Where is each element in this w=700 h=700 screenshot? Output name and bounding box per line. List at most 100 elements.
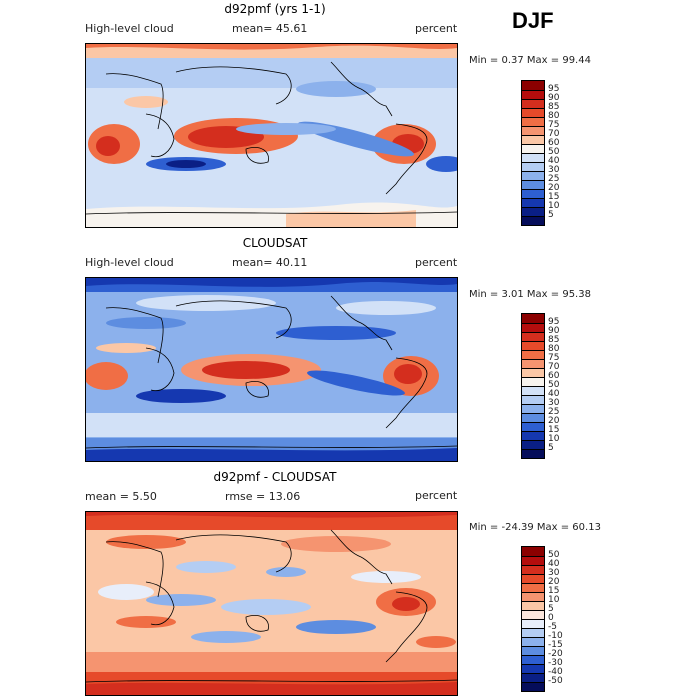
panel-1-colorbar (521, 80, 545, 226)
panel-2-range: Min = 3.01 Max = 95.38 (469, 289, 591, 300)
panel-3-colorbar-bin (522, 619, 544, 628)
panel-3-colorbar-bin (522, 682, 544, 691)
panel-2-colorbar-label: 20 (548, 416, 560, 426)
panel-3-colorbar-label: 10 (548, 595, 560, 605)
panel-2-colorbar-bin (522, 368, 544, 377)
panel-1-colorbar-bin (522, 180, 544, 189)
panel-1-colorbar-label: 30 (548, 165, 560, 175)
panel-3-colorbar-label: 0 (548, 613, 554, 623)
panel-1-colorbar-bin (522, 216, 544, 225)
panel-1-colorbar-bin (522, 126, 544, 135)
panel-1-colorbar-label: 75 (548, 120, 560, 130)
panel-1-colorbar-bin (522, 207, 544, 216)
panel-3-colorbar-label: 20 (548, 577, 560, 587)
panel-2-colorbar-bin (522, 395, 544, 404)
panel-3-colorbar-bin (522, 646, 544, 655)
panel-2-colorbar-bin (522, 431, 544, 440)
panel-1-colorbar-label: 95 (548, 84, 560, 94)
panel-2-colorbar-label: 95 (548, 317, 560, 327)
panel-2-colorbar-bin (522, 359, 544, 368)
panel-2-colorbar-label: 80 (548, 344, 560, 354)
season-label: DJF (512, 8, 554, 33)
panel-3-title: d92pmf - CLOUDSAT (213, 470, 337, 484)
panel-2-colorbar-bin (522, 377, 544, 386)
panel-2-colorbar-bin (522, 314, 544, 323)
panel-2-colorbar-label: 30 (548, 398, 560, 408)
panel-2-colorbar-bin (522, 341, 544, 350)
panel-3-colorbar (521, 546, 545, 692)
panel-1-title: d92pmf (yrs 1-1) (224, 2, 326, 16)
panel-3-colorbar-label: -50 (548, 676, 563, 686)
panel-3-colorbar-label: 5 (548, 604, 554, 614)
panel-2-colorbar-label: 5 (548, 443, 554, 453)
panel-1-colorbar-label: 10 (548, 201, 560, 211)
panel-2-title: CLOUDSAT (242, 236, 308, 250)
panel-2-colorbar-bin (522, 386, 544, 395)
panel-1-colorbar-label: 5 (548, 210, 554, 220)
panel-3-map (85, 511, 458, 696)
panel-2-map (85, 277, 458, 462)
panel-2-colorbar-bin (522, 449, 544, 458)
panel-3-colorbar-bin (522, 628, 544, 637)
panel-2-colorbar-label: 40 (548, 389, 560, 399)
panel-3-units: percent (415, 489, 458, 502)
panel-2-colorbar-label: 90 (548, 326, 560, 336)
panel-2-colorbar-bin (522, 422, 544, 431)
panel-1-colorbar-label: 50 (548, 147, 560, 157)
panel-3-colorbar-bin (522, 592, 544, 601)
panel-1-colorbar-label: 60 (548, 138, 560, 148)
panel-2-colorbar-label: 75 (548, 353, 560, 363)
panel-3-colorbar-bin (522, 547, 544, 556)
panel-2-colorbar-bin (522, 440, 544, 449)
panel-1-field: High-level cloud (85, 22, 174, 35)
panel-1-colorbar-bin (522, 135, 544, 144)
panel-1-colorbar-bin (522, 108, 544, 117)
panel-3-colorbar-bin (522, 565, 544, 574)
panel-2-field: High-level cloud (85, 256, 174, 269)
panel-1-colorbar-label: 85 (548, 102, 560, 112)
panel-3-colorbar-bin (522, 655, 544, 664)
panel-2-units: percent (415, 256, 458, 269)
panel-1-colorbar-bin (522, 99, 544, 108)
panel-1-units: percent (415, 22, 458, 35)
panel-3-colorbar-label: -40 (548, 667, 563, 677)
panel-1-colorbar-bin (522, 117, 544, 126)
panel-2-stat: mean= 40.11 (232, 256, 308, 269)
panel-3-colorbar-label: -10 (548, 631, 563, 641)
panel-1-colorbar-bin (522, 90, 544, 99)
panel-1-colorbar-bin (522, 153, 544, 162)
panel-3-rmse: rmse = 13.06 (225, 490, 301, 503)
panel-3-colorbar-bin (522, 673, 544, 682)
panel-3-colorbar-label: 15 (548, 586, 560, 596)
panel-3-colorbar-bin (522, 583, 544, 592)
panel-3-colorbar-label: -5 (548, 622, 557, 632)
panel-1-colorbar-label: 70 (548, 129, 560, 139)
panel-3-colorbar-label: -15 (548, 640, 563, 650)
panel-1-colorbar-label: 40 (548, 156, 560, 166)
panel-1-map (85, 43, 458, 228)
panel-2-colorbar-bin (522, 332, 544, 341)
panel-3-colorbar-label: -30 (548, 658, 563, 668)
panel-1-colorbar-label: 20 (548, 183, 560, 193)
panel-3-colorbar-label: 30 (548, 568, 560, 578)
panel-3-colorbar-label: 50 (548, 550, 560, 560)
panel-1-colorbar-bin (522, 171, 544, 180)
panel-3-colorbar-bin (522, 664, 544, 673)
panel-1-stat: mean= 45.61 (232, 22, 308, 35)
panel-3-range: Min = -24.39 Max = 60.13 (469, 522, 601, 533)
panel-2-colorbar-label: 10 (548, 434, 560, 444)
panel-2-colorbar-bin (522, 404, 544, 413)
panel-1-colorbar-bin (522, 198, 544, 207)
panel-1-colorbar-bin (522, 81, 544, 90)
panel-1-colorbar-label: 80 (548, 111, 560, 121)
panel-3-colorbar-label: -20 (548, 649, 563, 659)
panel-3-colorbar-bin (522, 574, 544, 583)
panel-1-range: Min = 0.37 Max = 99.44 (469, 55, 591, 66)
panel-3-colorbar-bin (522, 601, 544, 610)
panel-1-colorbar-bin (522, 162, 544, 171)
panel-1-colorbar-bin (522, 144, 544, 153)
panel-2-colorbar-label: 60 (548, 371, 560, 381)
panel-2-colorbar (521, 313, 545, 459)
panel-3-colorbar-bin (522, 610, 544, 619)
panel-3-colorbar-bin (522, 637, 544, 646)
